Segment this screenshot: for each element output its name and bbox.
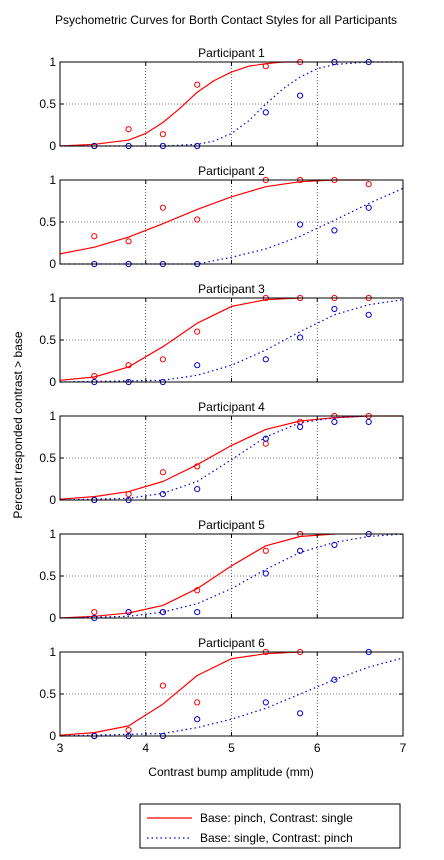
data-point-single [125, 609, 132, 616]
data-point-pinch [91, 609, 98, 616]
legend-label-single: Base: single, Contrast: pinch [200, 831, 353, 845]
subplot-participant-1: Participant 1 0 0.5 1 [39, 46, 404, 153]
curve-single-pinch [59, 299, 404, 383]
figure-title: Psychometric Curves for Borth Contact St… [55, 13, 397, 27]
y-tick-label: 0 [49, 257, 56, 271]
y-tick-label: 0 [49, 375, 56, 389]
data-point-pinch [125, 362, 132, 369]
data-point-pinch [194, 699, 201, 706]
y-tick-label: 0 [49, 139, 56, 153]
curve-pinch-single [59, 415, 403, 500]
legend-label-pinch: Base: pinch, Contrast: single [200, 811, 353, 825]
data-point-single [365, 204, 372, 211]
data-point-pinch [194, 81, 201, 88]
data-point-single [297, 423, 304, 431]
data-point-single [331, 418, 338, 425]
y-tick-label: 1 [49, 409, 56, 423]
data-point-single [331, 227, 338, 234]
y-tick-label: 1 [49, 291, 56, 305]
data-point-pinch [194, 328, 201, 335]
data-point-pinch [125, 238, 132, 245]
data-point-pinch [159, 682, 166, 689]
data-point-single [262, 435, 269, 442]
data-point-pinch [91, 373, 98, 380]
data-point-single [194, 716, 201, 723]
data-point-pinch [262, 63, 269, 70]
y-axis-label: Percent responded contrast > base [11, 331, 25, 518]
data-point-pinch [159, 204, 166, 211]
legend: Base: pinch, Contrast: single Base: sing… [139, 803, 401, 849]
y-tick-label: 0 [49, 729, 56, 743]
curve-single-pinch [60, 187, 404, 265]
x-axis-label: Contrast bump amplitude (mm) [148, 765, 313, 779]
data-point-single [159, 491, 166, 498]
y-tick-label: 0.5 [39, 569, 56, 583]
x-tick-label: 3 [57, 741, 64, 755]
y-tick-label: 0 [49, 611, 56, 625]
subplot-participant-6: Participant 6 0 0.5 1 3 4 5 6 7 [39, 636, 406, 755]
y-tick-label: 1 [49, 527, 56, 541]
data-point-pinch [262, 547, 269, 554]
subplot-title: Participant 2 [198, 164, 265, 178]
subplot-participant-5: Participant 5 0 0.5 1 [39, 518, 404, 625]
data-point-pinch [194, 216, 201, 223]
subplot-participant-4: Participant 4 0 0.5 1 [39, 400, 404, 507]
curve-pinch-single [59, 533, 335, 619]
subplot-title: Participant 6 [198, 636, 265, 650]
data-point-single [297, 221, 304, 228]
y-tick-label: 1 [49, 645, 56, 659]
x-tick-label: 6 [314, 741, 321, 755]
data-point-single [194, 609, 201, 616]
subplot-title: Participant 5 [198, 518, 265, 532]
data-point-single [331, 676, 338, 683]
data-point-single [365, 418, 372, 425]
data-point-pinch [159, 131, 166, 138]
x-tick-label: 4 [142, 741, 149, 755]
data-point-single [331, 305, 338, 313]
y-tick-label: 0.5 [39, 215, 56, 229]
data-point-single [262, 109, 269, 116]
subplot-participant-2: Participant 2 0 0.5 1 [39, 164, 404, 271]
x-tick-label: 5 [228, 741, 235, 755]
data-point-single [194, 485, 201, 493]
data-point-pinch [125, 727, 132, 734]
y-tick-label: 1 [49, 55, 56, 69]
data-point-single [262, 356, 269, 363]
data-point-single [297, 710, 304, 717]
data-point-single [297, 92, 304, 99]
data-point-pinch [91, 233, 98, 240]
legend-box [139, 803, 401, 849]
data-point-single [297, 547, 304, 554]
y-tick-label: 0.5 [39, 451, 56, 465]
data-point-single [365, 311, 372, 318]
data-point-single [297, 334, 304, 341]
y-tick-label: 0 [49, 493, 56, 507]
data-point-pinch [159, 469, 166, 476]
y-tick-label: 0.5 [39, 97, 56, 111]
subplot-title: Participant 1 [198, 46, 265, 60]
data-point-pinch [194, 463, 201, 470]
curve-pinch-single [59, 651, 301, 736]
subplot-title: Participant 3 [198, 282, 265, 296]
data-point-single [262, 699, 269, 706]
data-point-pinch [194, 587, 201, 594]
data-point-pinch [159, 356, 166, 363]
y-tick-label: 0.5 [39, 333, 56, 347]
subplot-participant-3: Participant 3 0 0.5 1 [39, 282, 404, 389]
data-point-pinch [365, 181, 372, 188]
data-point-pinch [125, 491, 132, 498]
data-point-pinch [125, 126, 132, 133]
data-point-single [194, 362, 201, 369]
curve-single-pinch [59, 415, 369, 501]
y-tick-label: 0.5 [39, 687, 56, 701]
data-point-single [331, 541, 338, 549]
subplot-title: Participant 4 [198, 400, 265, 414]
x-tick-label: 7 [400, 741, 407, 755]
y-tick-label: 1 [49, 173, 56, 187]
data-point-single [159, 609, 166, 616]
curve-pinch-single [59, 297, 301, 381]
data-point-single [262, 570, 269, 577]
